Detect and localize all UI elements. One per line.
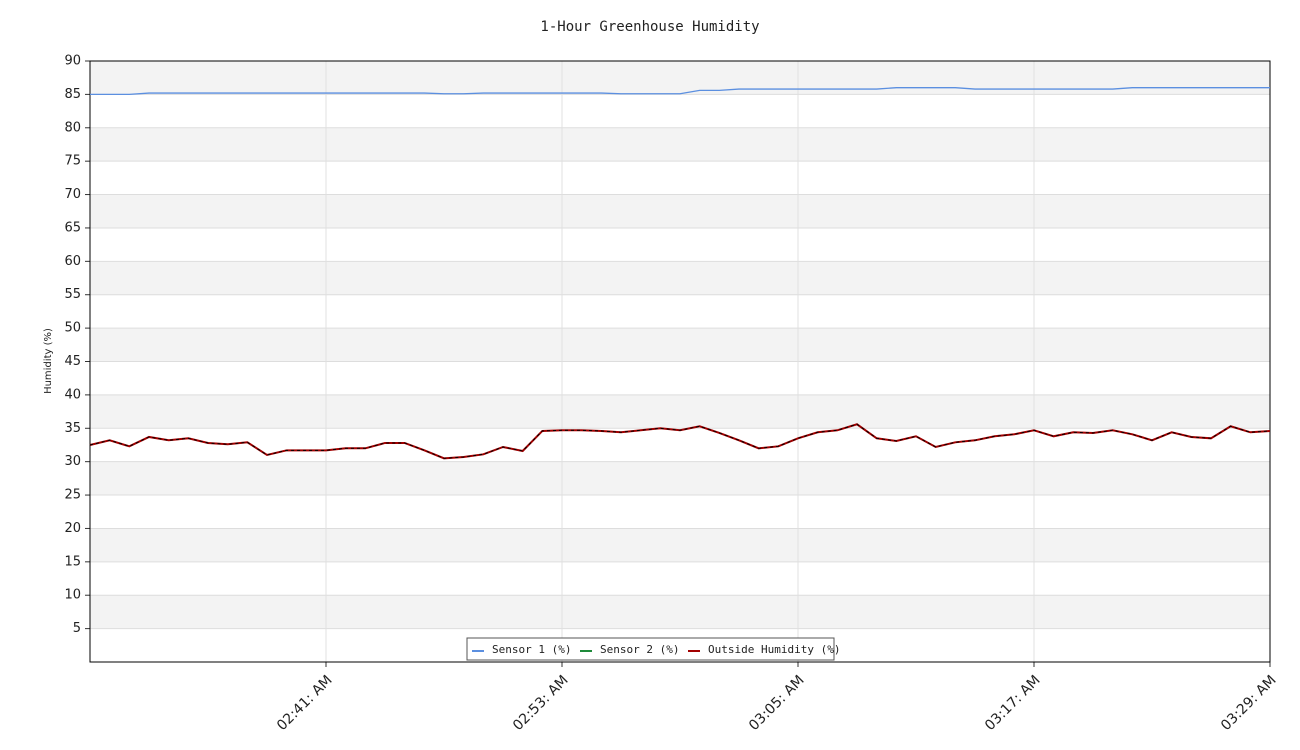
y-tick-label: 5 bbox=[73, 621, 81, 636]
x-tick-label: 03:17: AM bbox=[982, 672, 1044, 734]
legend-label: Outside Humidity (%) bbox=[708, 643, 840, 656]
y-tick-label: 20 bbox=[64, 521, 81, 536]
y-tick-label: 90 bbox=[64, 54, 81, 69]
grid-band bbox=[90, 328, 1270, 362]
chart-title: 1-Hour Greenhouse Humidity bbox=[540, 19, 759, 35]
legend-label: Sensor 1 (%) bbox=[492, 643, 571, 656]
series-line bbox=[90, 87, 1270, 96]
y-tick-label: 35 bbox=[64, 421, 81, 436]
y-tick-label: 75 bbox=[64, 154, 81, 169]
y-tick-label: 15 bbox=[64, 554, 81, 569]
y-axis-label: Humidity (%) bbox=[43, 328, 54, 394]
x-tick-label: 02:41: AM bbox=[274, 672, 336, 734]
legend-label: Sensor 2 (%) bbox=[600, 643, 679, 656]
grid-band bbox=[90, 528, 1270, 562]
legend-box bbox=[466, 637, 835, 661]
plot-frame bbox=[89, 60, 1271, 663]
y-tick-label: 50 bbox=[64, 321, 81, 336]
y-tick-label: 70 bbox=[64, 187, 81, 202]
legend: Sensor 1 (%) Sensor 2 (%) Outside Humidity… bbox=[466, 637, 840, 661]
grid-band bbox=[90, 127, 1270, 162]
grid-band bbox=[90, 194, 1270, 228]
y-tick-label: 10 bbox=[64, 588, 81, 603]
y-tick-label: 65 bbox=[64, 220, 81, 235]
y-tick-label: 60 bbox=[64, 254, 81, 269]
y-tick-label: 30 bbox=[64, 454, 81, 469]
x-tick-label: 03:05: AM bbox=[746, 672, 808, 734]
x-tick-label: 03:29: AM bbox=[1218, 672, 1280, 734]
grid-band bbox=[90, 595, 1270, 629]
y-tick-label: 25 bbox=[64, 488, 81, 503]
y-tick-label: 55 bbox=[64, 287, 81, 302]
y-tick-label: 40 bbox=[64, 387, 81, 402]
grid-band bbox=[90, 394, 1270, 429]
grid-band bbox=[90, 261, 1270, 295]
grid-band bbox=[90, 461, 1270, 496]
series-dash bbox=[89, 423, 1271, 459]
y-tick-label: 45 bbox=[64, 354, 81, 369]
series-line bbox=[89, 423, 1271, 460]
x-tick-label: 02:53: AM bbox=[510, 672, 572, 734]
y-tick-label: 80 bbox=[64, 120, 81, 135]
y-tick-label: 85 bbox=[64, 87, 81, 102]
